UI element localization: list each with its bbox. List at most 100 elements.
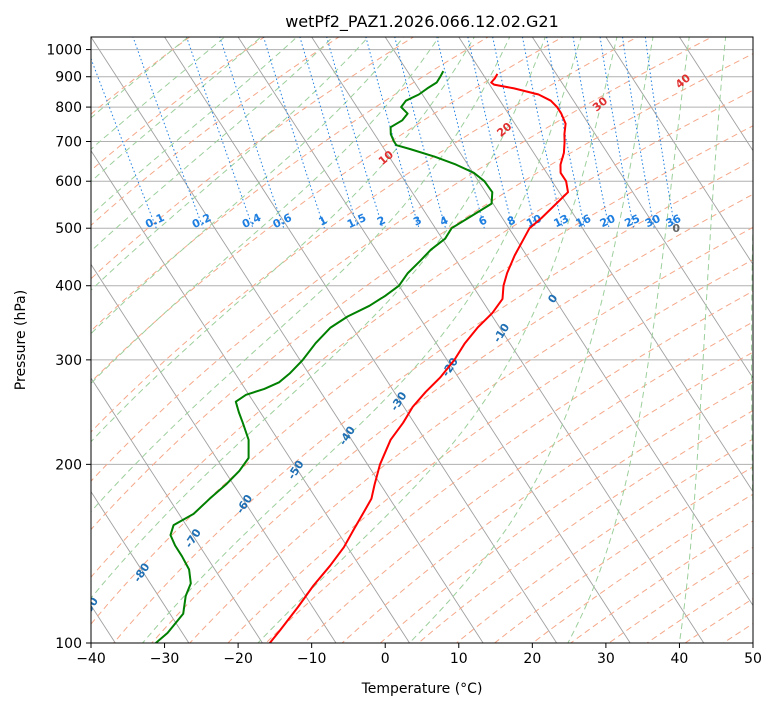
mixing-ratio-line xyxy=(91,57,157,229)
dry-adiabat-line xyxy=(646,572,753,643)
mixing-ratio-line xyxy=(326,37,384,229)
mixing-ratio-label: 6 xyxy=(477,213,490,228)
isotherm-line xyxy=(237,37,631,643)
isotherms xyxy=(91,37,753,643)
y-tick-label: 600 xyxy=(55,174,82,190)
x-tick-label: 0 xyxy=(381,651,390,667)
isotherm-line xyxy=(164,37,558,643)
isotherm-line xyxy=(91,149,410,643)
zero-label: 0 xyxy=(672,222,680,235)
dry-adiabat-line xyxy=(722,623,753,643)
dry-adiabat-line xyxy=(91,37,266,172)
moist-adiabat-label: 10 xyxy=(376,148,396,168)
x-tick-label: −30 xyxy=(150,651,180,667)
moist-adiabat-line xyxy=(257,37,618,643)
dry-adiabat-line xyxy=(189,226,753,643)
y-tick-label: 1000 xyxy=(46,43,82,59)
moist-adiabat-label: 20 xyxy=(494,120,514,140)
mixing-ratio-label: 16 xyxy=(574,212,594,230)
y-tick-label: 500 xyxy=(55,221,82,237)
y-axis-label: Pressure (hPa) xyxy=(13,290,29,390)
dry-adiabat-line xyxy=(608,546,753,643)
dry-adiabat-line xyxy=(91,37,639,433)
isotherm-line xyxy=(91,377,263,643)
mixing-ratio-line xyxy=(572,37,610,229)
mixing-ratio-label: 10 xyxy=(524,212,544,230)
isotherm-line xyxy=(91,37,484,643)
mixing-ratio-line xyxy=(436,37,485,229)
dry-adiabat-line xyxy=(417,410,753,643)
mixing-ratio-line xyxy=(394,37,446,229)
moist-adiabat-label: 40 xyxy=(673,71,693,91)
pressure-gridlines xyxy=(91,49,753,643)
moist-adiabats xyxy=(91,37,753,643)
dry-adiabat-line xyxy=(91,37,713,482)
dry-adiabat-line xyxy=(569,520,753,643)
y-tick-label: 300 xyxy=(55,353,82,369)
isotherm-line xyxy=(605,37,753,266)
moist-adiabat-line xyxy=(91,37,298,216)
x-tick-label: −20 xyxy=(223,651,253,667)
sounding-profiles xyxy=(155,70,569,643)
mixing-ratio-label: 30 xyxy=(643,212,663,230)
mixing-ratio-line xyxy=(299,37,359,229)
mixing-ratio-line xyxy=(467,37,514,229)
dry-adiabats xyxy=(91,37,753,643)
mixing-ratio-label: 3 xyxy=(411,214,423,229)
moist-adiabat-line xyxy=(91,37,405,335)
mixing-ratio-line xyxy=(644,37,676,229)
dry-adiabat-line xyxy=(684,598,753,643)
moist-adiabat-line xyxy=(678,37,727,643)
isotherm-line xyxy=(458,37,753,493)
moist-adiabat-line xyxy=(409,37,654,643)
isotherm-line xyxy=(752,37,753,38)
y-tick-label: 900 xyxy=(55,70,82,86)
isotherm-label: -10 xyxy=(491,321,513,345)
x-tick-label: −10 xyxy=(297,651,327,667)
x-tick-label: −40 xyxy=(76,651,106,667)
dry-adiabat-line xyxy=(455,438,753,643)
isotherm-label: -80 xyxy=(131,560,153,584)
isotherm-label: -70 xyxy=(182,526,204,550)
temperature-line xyxy=(269,73,569,643)
x-axis-ticks: −40 −30 −20 −10 0 10 20 30 40 50 xyxy=(76,643,762,667)
moist-adiabat-line xyxy=(91,37,369,291)
moist-adiabat-label: 30 xyxy=(590,94,610,114)
mixing-ratio-line xyxy=(263,37,325,229)
moist-adiabat-line xyxy=(91,37,189,119)
dry-adiabat-line xyxy=(91,125,753,625)
x-tick-label: 30 xyxy=(597,651,615,667)
dry-adiabat-line xyxy=(227,259,753,643)
dry-adiabat-line xyxy=(113,159,753,643)
chart-title: wetPf2_PAZ1.2026.066.12.02.G21 xyxy=(285,12,559,32)
moist-adiabat-line xyxy=(91,37,475,443)
mixing-ratio-line xyxy=(132,37,204,229)
mixing-ratio-label: 13 xyxy=(552,212,571,230)
isotherm-line xyxy=(91,263,337,643)
plot-area: -100-90-80-70-60-50-40-30-20-1000.1 0.2 0.… xyxy=(26,37,753,656)
x-axis-label: Temperature (°C) xyxy=(361,681,483,697)
isotherm-line xyxy=(531,37,753,379)
mixing-ratio-line xyxy=(546,37,586,229)
mixing-ratio-label: 20 xyxy=(598,212,618,230)
mixing-ratio-label: 36 xyxy=(664,212,684,230)
dry-adiabat-line xyxy=(91,37,564,383)
isotherm-line xyxy=(91,490,190,643)
dry-adiabat-line xyxy=(91,89,753,578)
x-tick-label: 40 xyxy=(671,651,689,667)
moist-adiabat-line xyxy=(91,37,546,599)
isotherm-label: -100 xyxy=(26,626,52,656)
y-tick-label: 200 xyxy=(55,457,82,473)
dry-adiabat-line xyxy=(531,493,753,643)
moist-adiabat-line xyxy=(91,37,262,183)
dry-adiabat-line xyxy=(151,193,753,643)
moist-adiabat-line xyxy=(142,37,582,643)
isotherm-line xyxy=(384,37,753,607)
mixing-ratio-line xyxy=(492,37,536,229)
moist-adiabat-line xyxy=(91,37,334,252)
plot-frame xyxy=(90,36,754,644)
isotherm-line xyxy=(679,37,753,152)
x-tick-label: 50 xyxy=(744,651,762,667)
y-tick-label: 100 xyxy=(55,636,82,652)
